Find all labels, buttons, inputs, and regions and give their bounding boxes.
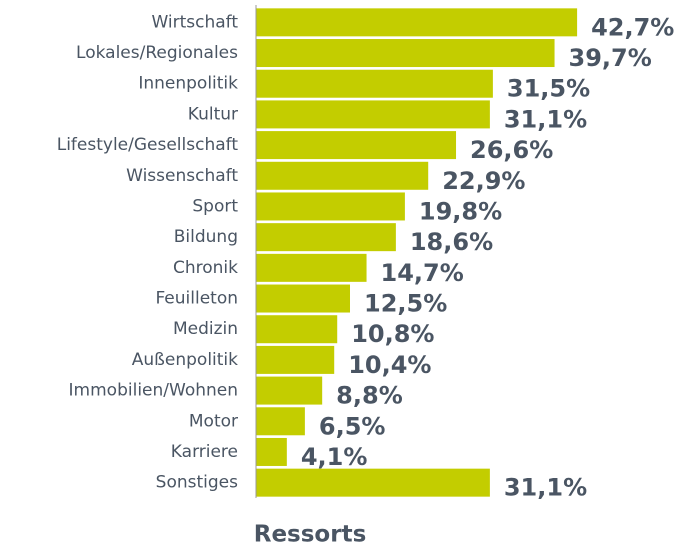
value-label: 31,1% (504, 474, 587, 502)
bar (256, 39, 555, 68)
bar (256, 223, 396, 252)
category-label: Immobilien/Wohnen (69, 381, 238, 401)
axis-title: Ressorts (254, 522, 367, 547)
bar (256, 192, 405, 221)
category-label: Karriere (171, 442, 238, 462)
bar (256, 315, 338, 344)
value-label: 26,6% (470, 136, 553, 164)
category-label: Chronik (173, 258, 238, 278)
category-label: Sport (192, 196, 238, 216)
category-label: Lifestyle/Gesellschaft (57, 135, 239, 155)
bar (256, 253, 367, 282)
value-label: 22,9% (442, 167, 525, 195)
bar (256, 284, 350, 313)
value-label: 42,7% (591, 13, 674, 41)
bar (256, 437, 287, 466)
bar (256, 69, 493, 98)
value-label: 12,5% (364, 290, 447, 318)
bar (256, 100, 490, 129)
category-label: Bildung (174, 227, 238, 247)
bar (256, 8, 578, 37)
category-label: Wissenschaft (126, 166, 238, 186)
bar (256, 161, 429, 190)
value-label: 4,1% (301, 443, 368, 471)
value-label: 14,7% (381, 259, 464, 287)
value-label: 31,5% (507, 75, 590, 103)
category-label: Feuilleton (155, 289, 238, 309)
value-label: 10,8% (351, 320, 434, 348)
category-label: Motor (189, 411, 238, 431)
value-label: 10,4% (348, 351, 431, 379)
bar (256, 131, 457, 160)
value-label: 6,5% (319, 412, 386, 440)
bar (256, 376, 323, 405)
value-label: 18,6% (410, 228, 493, 256)
category-label: Innenpolitik (138, 74, 238, 94)
category-label: Wirtschaft (151, 12, 238, 32)
value-label: 19,8% (419, 197, 502, 225)
bar (256, 468, 490, 497)
value-label: 39,7% (569, 44, 652, 72)
bar (256, 407, 305, 436)
category-label: Sonstiges (156, 473, 238, 493)
category-label: Außenpolitik (132, 350, 238, 370)
category-label: Medizin (173, 319, 238, 339)
value-label: 31,1% (504, 105, 587, 133)
bar (256, 345, 335, 374)
category-label: Kultur (188, 104, 238, 124)
value-label: 8,8% (336, 382, 403, 410)
category-label: Lokales/Regionales (76, 43, 238, 63)
